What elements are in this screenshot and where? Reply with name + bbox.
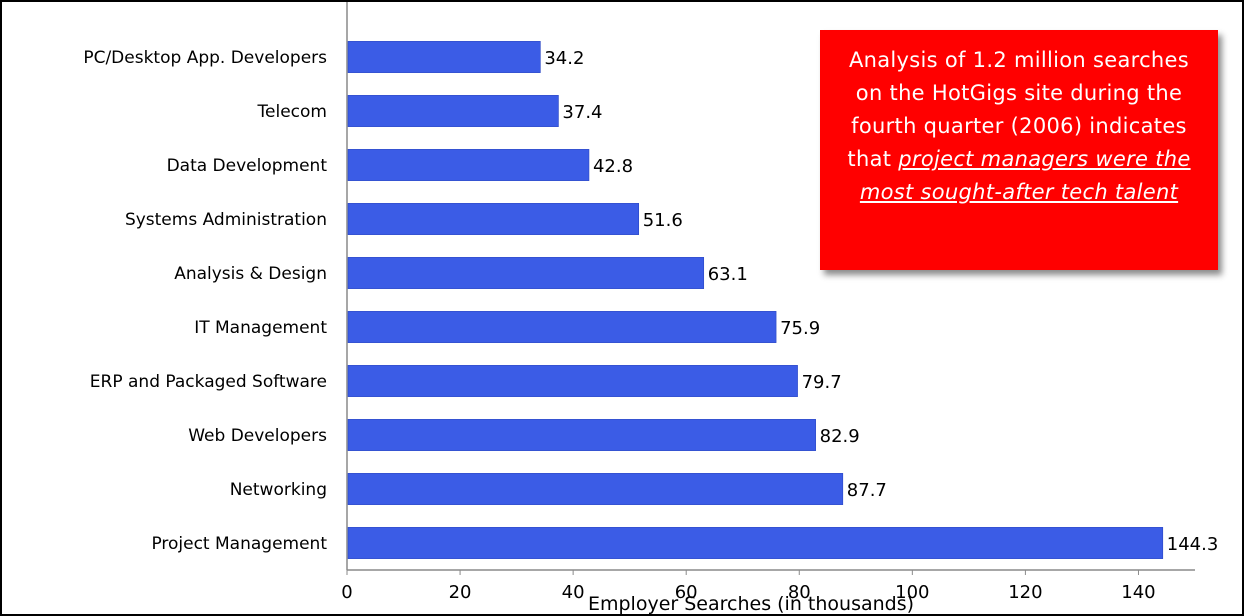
category-label: Analysis & Design bbox=[174, 264, 327, 284]
category-label: Project Management bbox=[151, 534, 327, 554]
value-label: 79.7 bbox=[802, 372, 842, 393]
x-axis-label: Employer Searches (in thousands) bbox=[588, 593, 914, 615]
value-label: 75.9 bbox=[780, 318, 820, 339]
bar bbox=[347, 311, 777, 343]
value-label: 63.1 bbox=[708, 264, 748, 285]
annotation-text: Analysis of 1.2 million searches on the … bbox=[847, 48, 1190, 171]
annotation-box: Analysis of 1.2 million searches on the … bbox=[820, 30, 1218, 270]
bars-group bbox=[347, 41, 1164, 559]
axes bbox=[346, 2, 1195, 571]
bar bbox=[347, 95, 559, 127]
x-tick-label: 40 bbox=[562, 582, 585, 603]
x-tick-label: 120 bbox=[1008, 582, 1042, 603]
x-ticks: 0 20 40 60 80 100 120 140 bbox=[341, 570, 1156, 603]
x-tick-label: 20 bbox=[449, 582, 472, 603]
bar bbox=[347, 257, 705, 289]
bar bbox=[347, 473, 844, 505]
value-labels: 34.2 37.4 42.8 51.6 63.1 75.9 79.7 82.9 87.7 144.… bbox=[544, 48, 1218, 555]
value-label: 51.6 bbox=[643, 210, 683, 231]
value-label: 87.7 bbox=[847, 480, 887, 501]
value-label: 144.3 bbox=[1167, 534, 1219, 555]
x-tick-label: 80 bbox=[788, 582, 811, 603]
value-label: 82.9 bbox=[820, 426, 860, 447]
category-label: Systems Administration bbox=[125, 210, 327, 230]
bar bbox=[347, 419, 816, 451]
category-label: Networking bbox=[230, 480, 327, 500]
bar bbox=[347, 527, 1164, 559]
bar bbox=[347, 365, 798, 397]
value-label: 37.4 bbox=[562, 102, 602, 123]
category-label: Web Developers bbox=[188, 426, 327, 446]
category-label: Telecom bbox=[257, 102, 327, 122]
value-label: 34.2 bbox=[544, 48, 584, 69]
bar bbox=[347, 149, 590, 181]
annotation-emphasis: project managers were the most sought-af… bbox=[859, 147, 1191, 204]
category-label: IT Management bbox=[194, 318, 327, 338]
category-labels: PC/Desktop App. Developers Telecom Data De… bbox=[83, 48, 327, 554]
bar bbox=[347, 203, 640, 235]
x-tick-label: 0 bbox=[341, 582, 352, 603]
x-tick-label: 100 bbox=[895, 582, 929, 603]
value-label: 42.8 bbox=[593, 156, 633, 177]
category-label: PC/Desktop App. Developers bbox=[83, 48, 327, 68]
category-label: Data Development bbox=[167, 156, 328, 176]
x-tick-label: 60 bbox=[675, 582, 698, 603]
category-label: ERP and Packaged Software bbox=[90, 372, 327, 392]
x-tick-label: 140 bbox=[1121, 582, 1155, 603]
bar bbox=[347, 41, 541, 73]
